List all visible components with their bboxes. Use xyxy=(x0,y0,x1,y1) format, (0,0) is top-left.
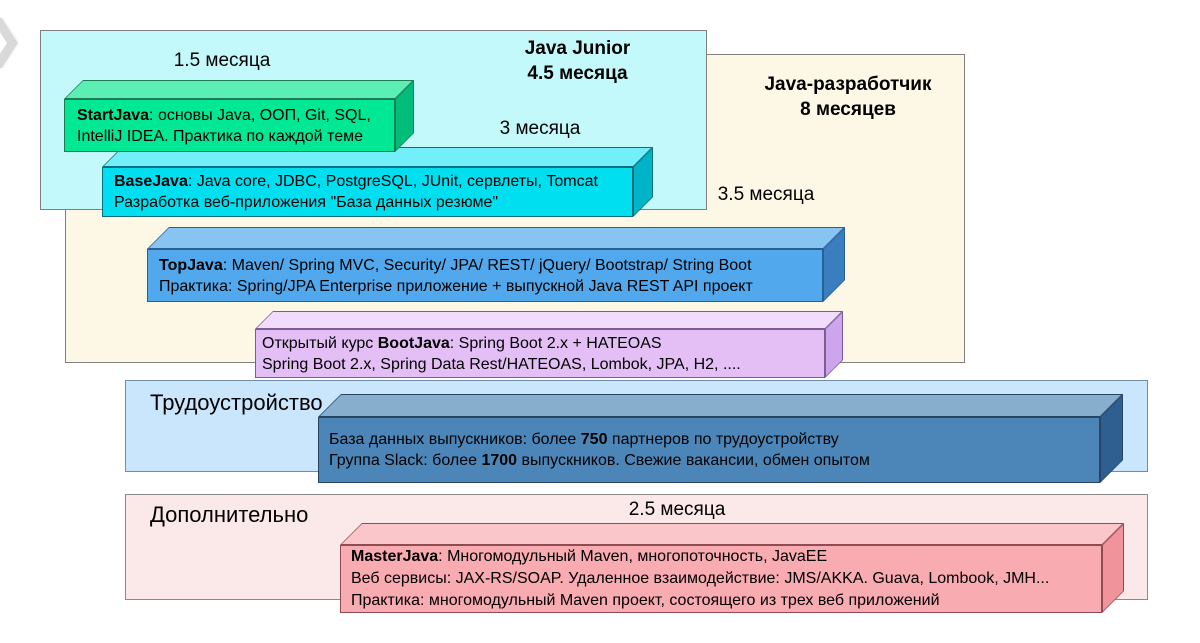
duration-label-topjava: 3.5 месяца xyxy=(717,184,815,205)
box-top-face xyxy=(64,80,414,99)
course-text-line: Веб сервисы: JAX-RS/SOAP. Удаленное взаи… xyxy=(351,568,1095,590)
box-front-face: База данных выпускников: более 750 партн… xyxy=(318,417,1100,483)
text-bold: BaseJava xyxy=(114,173,188,190)
course-text-line: MasterJava: Многомодульный Maven, многоп… xyxy=(351,546,1095,568)
text-fragment: : Maven/ Spring MVC, Security/ JPA/ REST… xyxy=(222,256,752,274)
course-box-basejava: BaseJava: Java core, JDBC, PostgreSQL, J… xyxy=(102,147,653,217)
text-bold: StartJava xyxy=(77,106,150,124)
duration-label-startjava: 1.5 месяца xyxy=(173,50,271,71)
text-fragment: Группа Slack: более xyxy=(329,452,482,469)
java-junior-heading-line2: 4.5 месяца xyxy=(527,63,628,84)
employment-section-label: Трудоустройство xyxy=(150,390,323,415)
box-top-face xyxy=(318,394,1123,417)
text-fragment: База данных выпускников: более xyxy=(329,431,581,448)
course-text-line: База данных выпускников: более 750 партн… xyxy=(329,429,1093,450)
employment-info-box: База данных выпускников: более 750 партн… xyxy=(318,394,1123,483)
course-text-line: IntelliJ IDEA. Практика по каждой теме xyxy=(77,126,388,147)
course-box-topjava: TopJava: Maven/ Spring MVC, Security/ JP… xyxy=(147,227,845,302)
text-fragment: Практика: многомодульный Maven проект, с… xyxy=(351,592,940,609)
text-fragment: : Java core, JDBC, PostgreSQL, JUnit, се… xyxy=(187,173,598,190)
course-text-line: Разработка веб-приложения "База данных р… xyxy=(114,192,626,213)
course-box-masterjava: MasterJava: Многомодульный Maven, многоп… xyxy=(340,523,1124,613)
course-text-line: StartJava: основы Java, ООП, Git, SQL, xyxy=(77,105,388,126)
course-box-startjava: StartJava: основы Java, ООП, Git, SQL, I… xyxy=(64,80,414,152)
additional-section-label: Дополнительно xyxy=(150,502,309,527)
box-top-face xyxy=(340,523,1124,545)
text-fragment: Spring Boot 2.x, Spring Data Rest/HATEOA… xyxy=(262,355,741,373)
java-developer-heading-line2: 8 месяцев xyxy=(800,99,896,120)
java-developer-heading-line1: Java-разработчик xyxy=(764,74,932,95)
text-fragment: Открытый курс xyxy=(262,334,378,352)
carousel-arrow-icon[interactable]: ❯ xyxy=(0,14,25,64)
course-text-line: Практика: многомодульный Maven проект, с… xyxy=(351,590,1095,612)
text-fragment: партнеров по трудоустройству xyxy=(607,431,839,448)
box-front-face: StartJava: основы Java, ООП, Git, SQL, I… xyxy=(64,99,395,152)
duration-label-masterjava: 2.5 месяца xyxy=(628,499,726,520)
box-front-face: BaseJava: Java core, JDBC, PostgreSQL, J… xyxy=(102,167,633,217)
course-text-line: Spring Boot 2.x, Spring Data Rest/HATEOA… xyxy=(262,354,818,375)
course-text-line: BaseJava: Java core, JDBC, PostgreSQL, J… xyxy=(114,171,626,192)
text-fragment: Практика: Spring/JPA Enterprise приложен… xyxy=(159,277,753,295)
box-top-face xyxy=(147,227,845,249)
text-bold: 1700 xyxy=(481,452,518,469)
text-bold: MasterJava xyxy=(351,548,439,565)
text-fragment: : основы Java, ООП, Git, SQL, xyxy=(149,106,371,124)
course-text-line: Практика: Spring/JPA Enterprise приложен… xyxy=(159,276,816,297)
text-fragment: выпускников. Свежие вакансии, обмен опыт… xyxy=(517,452,870,469)
course-text-line: Открытый курс BootJava: Spring Boot 2.x … xyxy=(262,333,818,354)
duration-label-basejava: 3 месяца xyxy=(499,118,581,139)
text-fragment: IntelliJ IDEA. Практика по каждой теме xyxy=(77,127,363,145)
text-bold: 750 xyxy=(580,431,608,448)
text-fragment: : Многомодульный Maven, многопоточность,… xyxy=(438,548,828,565)
java-junior-heading: Java Junior 4.5 месяца xyxy=(480,36,675,86)
java-developer-heading: Java-разработчик 8 месяцев xyxy=(737,72,959,122)
box-top-face xyxy=(255,311,843,329)
java-junior-heading-line1: Java Junior xyxy=(524,38,631,59)
course-text-line: TopJava: Maven/ Spring MVC, Security/ JP… xyxy=(159,255,816,276)
box-front-face: MasterJava: Многомодульный Maven, многоп… xyxy=(340,545,1102,613)
text-bold: BootJava xyxy=(377,334,450,352)
text-fragment: Веб сервисы: JAX-RS/SOAP. Удаленное взаи… xyxy=(351,570,1050,587)
text-bold: TopJava xyxy=(159,256,223,274)
text-fragment: : Spring Boot 2.x + HATEOAS xyxy=(449,334,662,352)
text-fragment: Разработка веб-приложения "База данных р… xyxy=(114,194,499,211)
course-text-line: Группа Slack: более 1700 выпускников. Св… xyxy=(329,450,1093,471)
box-front-face: TopJava: Maven/ Spring MVC, Security/ JP… xyxy=(147,249,823,302)
box-front-face: Открытый курс BootJava: Spring Boot 2.x … xyxy=(255,329,825,378)
course-box-bootjava: Открытый курс BootJava: Spring Boot 2.x … xyxy=(255,311,843,378)
